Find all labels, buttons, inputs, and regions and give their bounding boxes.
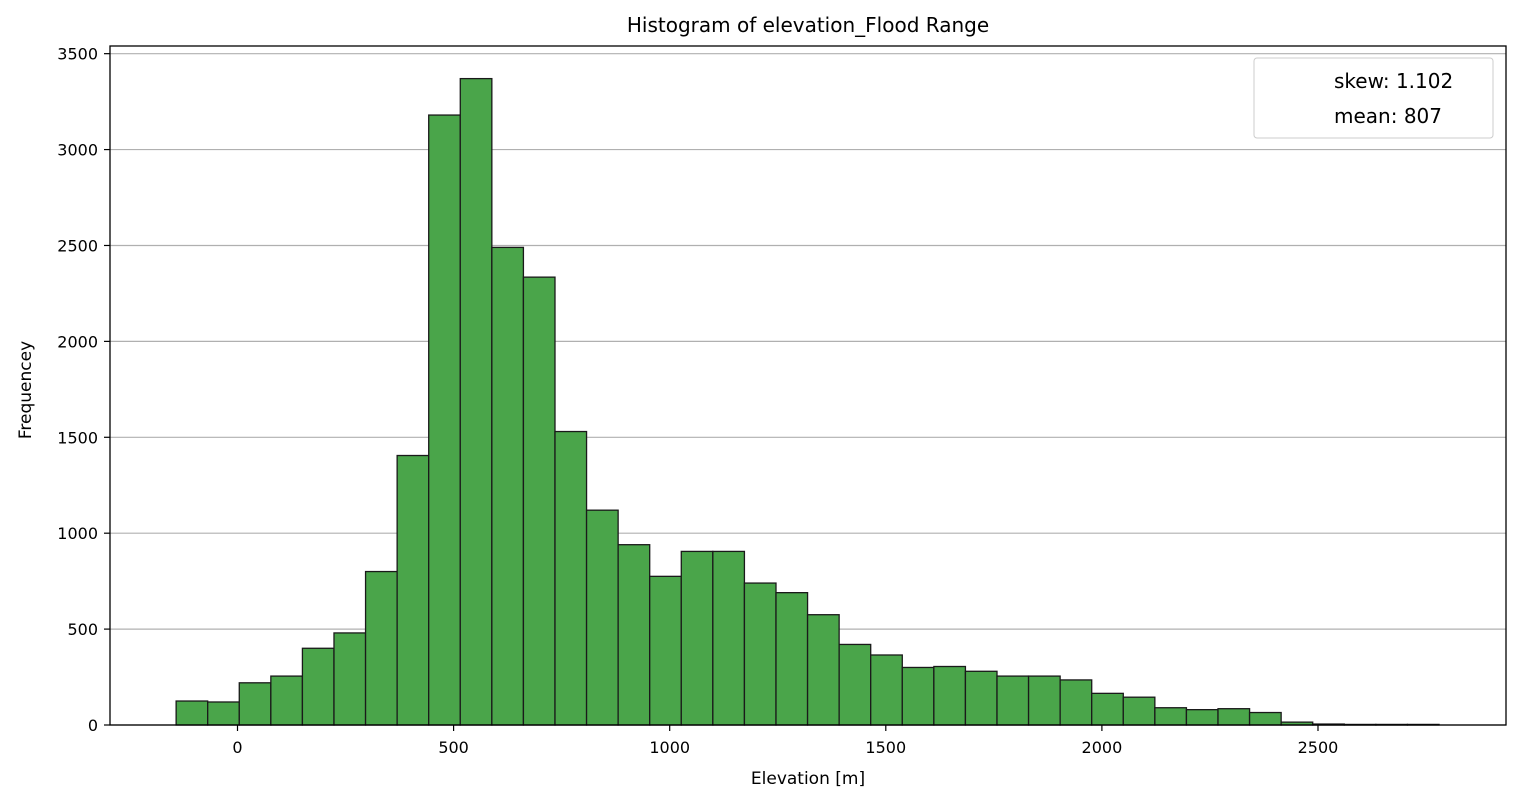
- histogram-bar: [680, 550, 714, 726]
- histogram-bar: [1091, 692, 1124, 726]
- y-tick-label: 3500: [57, 45, 98, 64]
- histogram-bar: [1122, 696, 1156, 726]
- y-tick-label: 1000: [57, 524, 98, 543]
- y-axis-label: Frequencey: [16, 341, 36, 439]
- histogram-bar: [996, 675, 1030, 726]
- histogram-bar: [585, 509, 619, 726]
- y-tick-label: 500: [67, 620, 98, 639]
- x-tick-label: 0: [232, 738, 242, 757]
- histogram-bar: [712, 550, 746, 726]
- plot-frame: [109, 45, 1507, 726]
- histogram-bar: [175, 700, 209, 726]
- histogram-bar: [806, 614, 840, 726]
- y-tick-label: 1500: [57, 428, 98, 447]
- histogram-bar: [554, 430, 588, 726]
- bars: [175, 77, 1440, 726]
- grid-lines: [110, 53, 1506, 726]
- histogram-bar: [238, 682, 272, 726]
- histogram-bar: [1185, 709, 1219, 726]
- x-tick-label: 500: [438, 738, 469, 757]
- histogram-bar: [270, 675, 304, 726]
- chart-title: Histogram of elevation_Flood Range: [627, 13, 989, 37]
- x-tick-label: 1500: [865, 738, 906, 757]
- histogram-bar: [1027, 675, 1061, 726]
- y-tick-label: 2500: [57, 236, 98, 255]
- legend: skew: 1.102 mean: 807: [1253, 57, 1494, 139]
- x-tick-label: 1000: [649, 738, 690, 757]
- histogram-bar: [1059, 679, 1093, 726]
- legend-box: [1253, 57, 1494, 139]
- y-tick-label: 0: [88, 716, 98, 735]
- histogram-bar: [1248, 711, 1282, 726]
- legend-entry-mean: mean: 807: [1334, 104, 1442, 128]
- histogram-bar: [870, 654, 903, 726]
- histogram-bar: [933, 665, 967, 726]
- legend-entry-skew: skew: 1.102: [1334, 69, 1453, 93]
- histogram-bar: [775, 592, 809, 726]
- y-tick-label: 3000: [57, 141, 98, 160]
- histogram-bar: [838, 643, 872, 726]
- histogram-bar: [396, 454, 430, 726]
- histogram-bar: [207, 701, 240, 726]
- histogram-bar: [1154, 707, 1188, 726]
- histogram-bar: [617, 544, 651, 726]
- histogram-bar: [333, 632, 367, 726]
- histogram-bar: [964, 670, 998, 726]
- histogram-bar: [1217, 708, 1251, 726]
- x-tick-label: 2500: [1298, 738, 1339, 757]
- histogram-bar: [491, 246, 525, 726]
- histogram-bar: [428, 114, 461, 726]
- histogram-bar: [364, 570, 398, 726]
- y-tick-label: 2000: [57, 332, 98, 351]
- histogram-bar: [743, 582, 777, 726]
- histogram-bar: [459, 77, 493, 726]
- histogram-bar: [522, 276, 556, 726]
- axes: [109, 45, 1507, 726]
- x-axis-label: Elevation [m]: [751, 769, 865, 789]
- histogram-bar: [901, 666, 935, 726]
- histogram-bar: [301, 647, 335, 726]
- x-tick-label: 2000: [1082, 738, 1123, 757]
- ticks: 0 500 1000 1500 2000 2500 0 500 1000 1500 2000 2500…: [57, 45, 1338, 757]
- histogram-bar: [649, 575, 682, 726]
